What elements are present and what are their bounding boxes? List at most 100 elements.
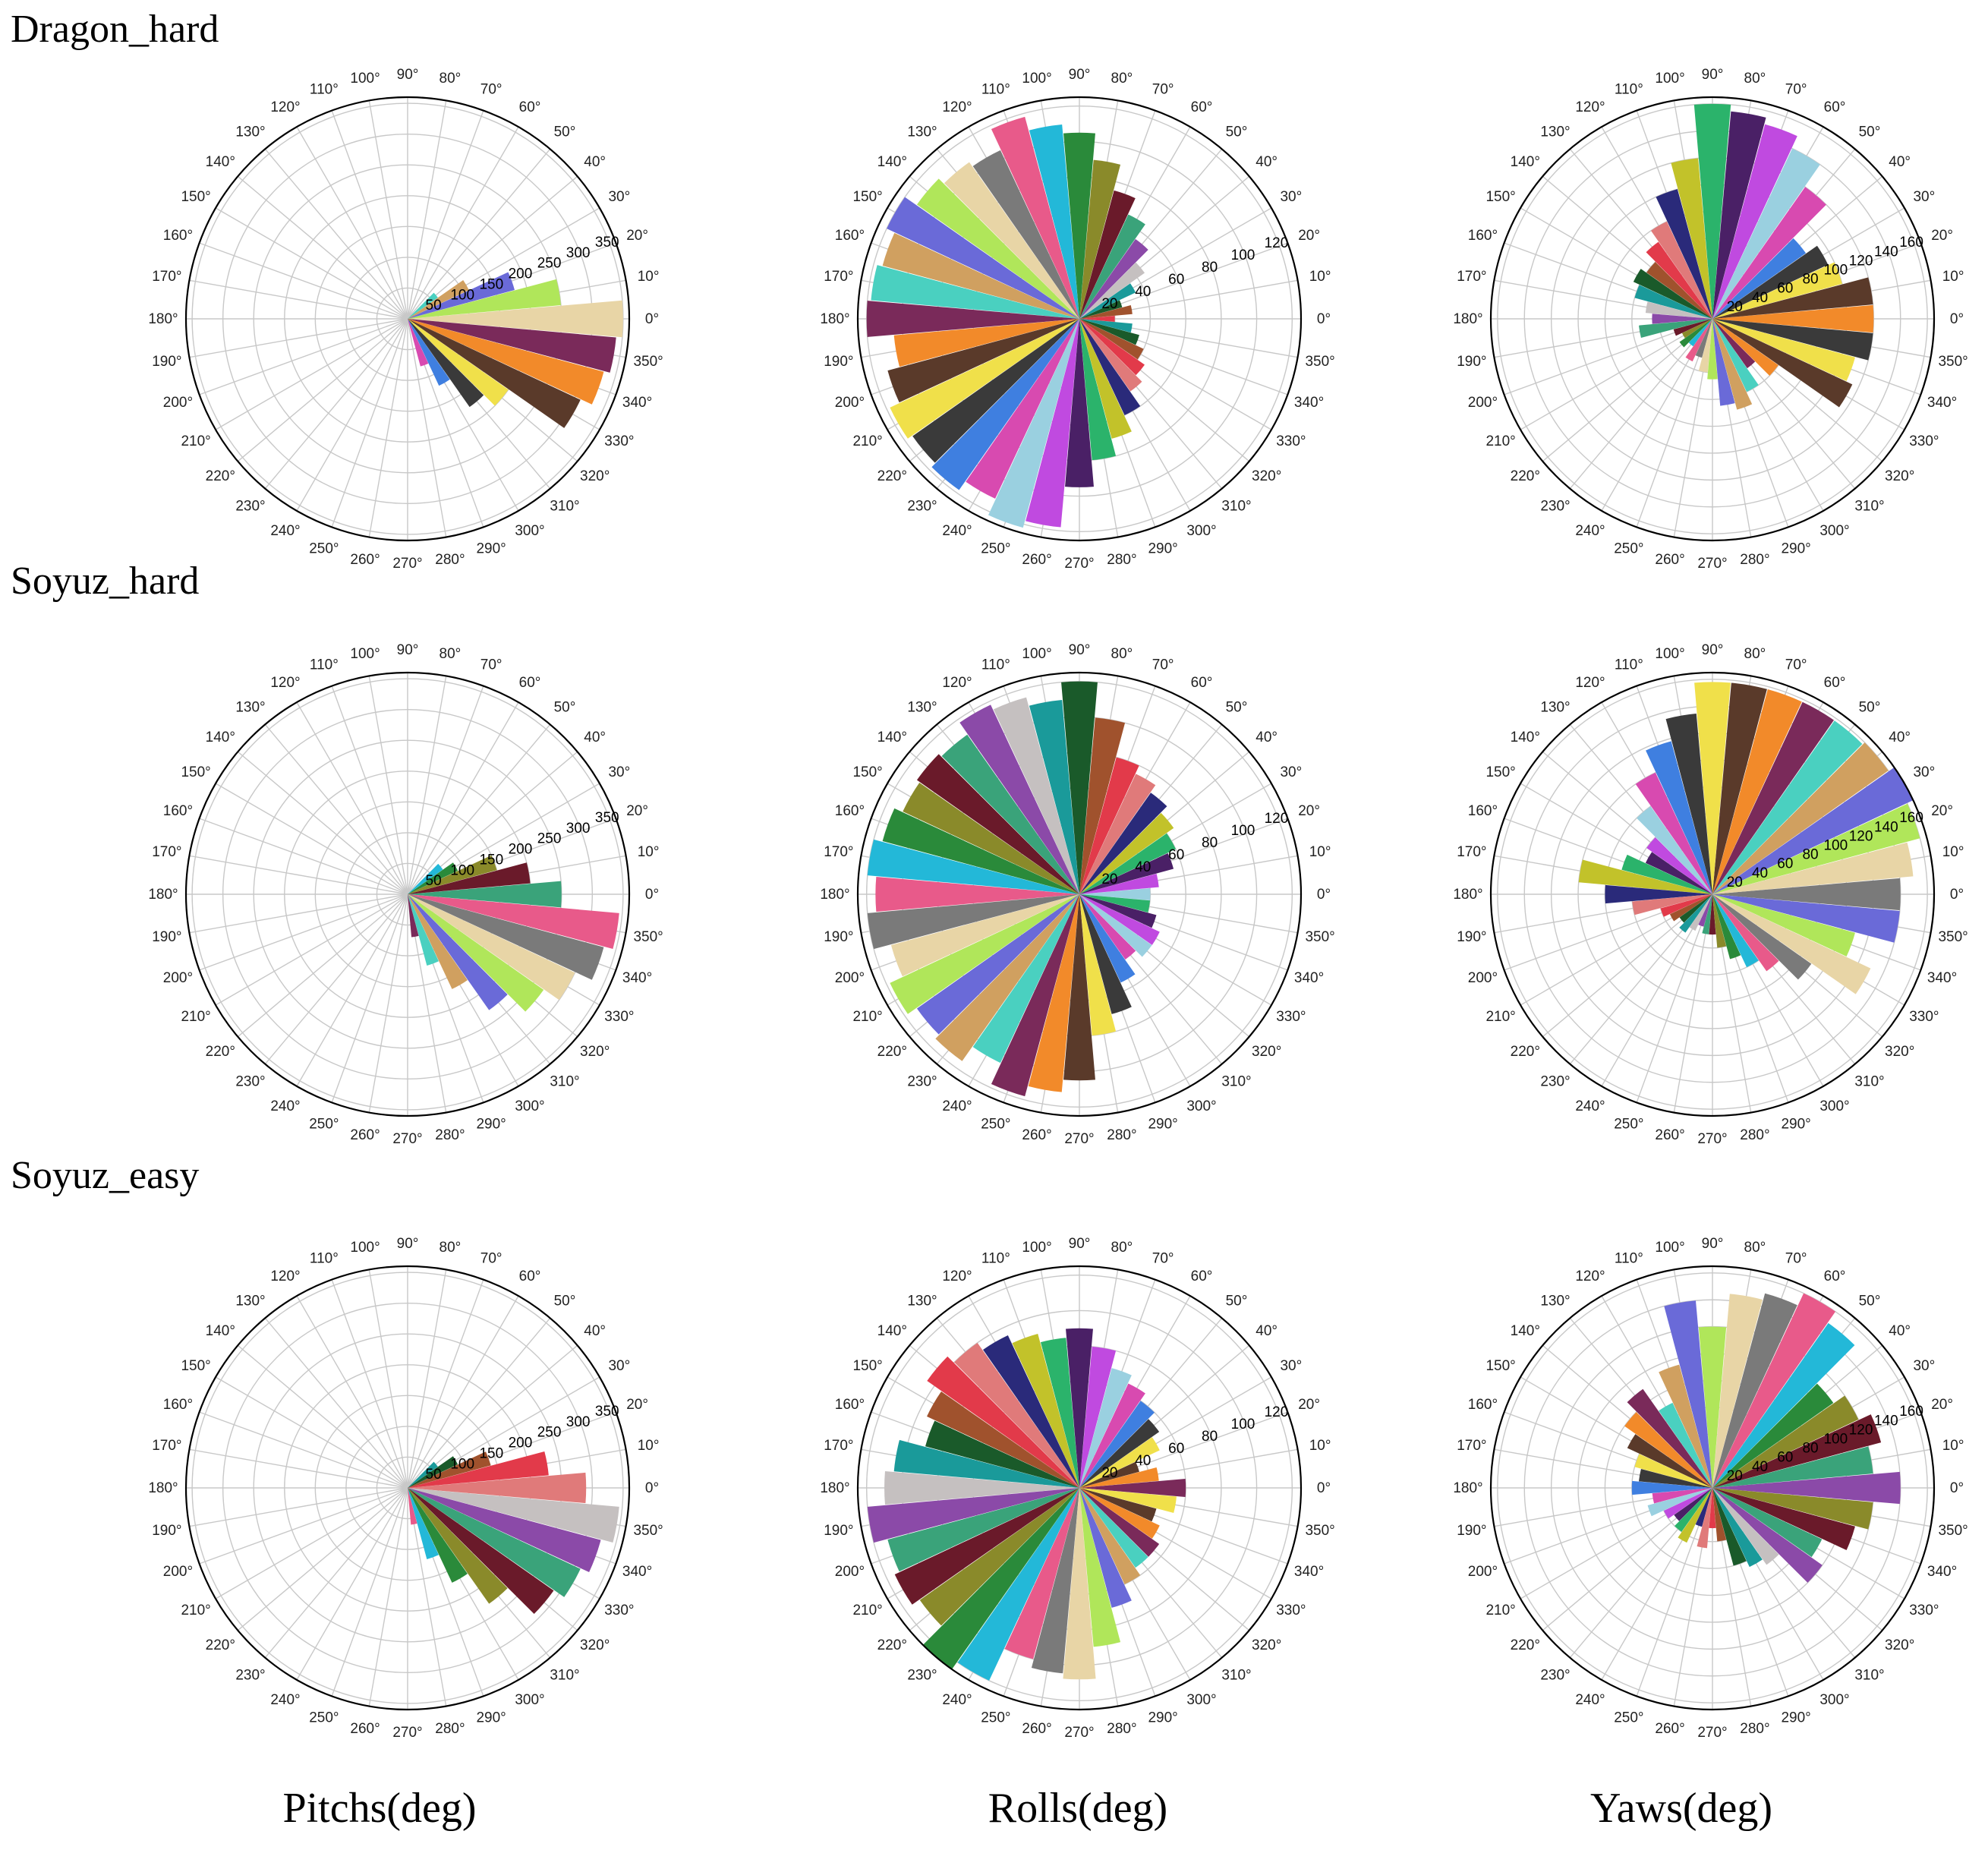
angle-tick-label: 350° (1305, 929, 1334, 945)
bar-20deg (408, 272, 515, 319)
bar-250deg (1004, 1488, 1079, 1659)
angle-tick-label: 120° (1575, 99, 1605, 115)
angle-tick-label: 20° (626, 803, 648, 819)
radial-tick-label: 200 (509, 266, 533, 282)
bar-310deg (408, 1488, 508, 1604)
angle-tick-label: 70° (480, 657, 503, 673)
polar-frame (856, 96, 1303, 542)
angular-gridline (331, 318, 408, 528)
angle-tick-label: 240° (1575, 523, 1605, 539)
bar-60deg (1712, 1293, 1836, 1488)
angle-tick-label: 150° (852, 764, 882, 780)
angle-tick-label: 30° (1280, 764, 1302, 780)
angle-tick-label: 70° (1785, 657, 1807, 673)
bar-0deg (408, 1472, 587, 1504)
angle-tick-label: 280° (435, 552, 465, 568)
bar-80deg (1712, 111, 1766, 320)
angle-tick-label: 300° (515, 1098, 544, 1114)
bar-40deg (1079, 812, 1174, 894)
angular-gridline (407, 685, 484, 895)
angle-tick-label: 270° (1064, 556, 1094, 572)
bar-130deg (1637, 806, 1712, 894)
angle-tick-label: 0° (645, 887, 659, 903)
bar-280deg (1712, 319, 1735, 406)
angle-tick-label: 220° (1511, 1637, 1540, 1653)
angle-tick-label: 200° (1468, 395, 1498, 411)
bar-0deg (408, 300, 623, 338)
angle-tick-label: 240° (942, 1098, 972, 1114)
angle-tick-label: 220° (877, 468, 907, 484)
bar-230deg (935, 894, 1079, 1061)
radial-tick-label: 120 (1265, 235, 1289, 251)
radial-tick-label: 80 (1802, 1441, 1818, 1457)
radial-tick-label: 200 (509, 1436, 533, 1451)
angular-gridline (215, 318, 408, 430)
bar-90deg (1061, 681, 1098, 894)
angle-tick-label: 30° (1280, 189, 1302, 205)
bar-60deg (1712, 148, 1820, 319)
angular-gridline (1520, 318, 1713, 430)
angle-tick-label: 170° (1457, 844, 1486, 860)
angle-tick-label: 270° (1697, 1725, 1727, 1741)
angle-tick-label: 170° (824, 269, 853, 285)
bar-200deg (1660, 894, 1712, 917)
angle-tick-label: 20° (1298, 1397, 1320, 1413)
bar-340deg (1712, 1488, 1855, 1550)
angle-tick-label: 180° (148, 311, 178, 327)
angle-tick-label: 180° (148, 1480, 178, 1496)
angle-tick-label: 210° (181, 1009, 210, 1025)
angle-tick-label: 270° (1697, 1131, 1727, 1147)
angle-tick-label: 200° (835, 395, 865, 411)
angle-tick-label: 310° (1221, 499, 1251, 515)
angular-gridline (331, 685, 408, 895)
soyuz-hard-rolls-deg-polar-chart: 0° 10° 20° 30° 40° 50° 60° 70° 80° 90° 100° 110° 120… (820, 642, 1334, 1147)
bar-330deg (408, 894, 575, 1001)
bar-150deg (1633, 269, 1712, 319)
angle-tick-label: 330° (1909, 1603, 1939, 1618)
angle-tick-label: 230° (907, 499, 937, 515)
angle-tick-label: 0° (1317, 311, 1331, 327)
bar-20deg (1079, 853, 1174, 894)
bar-340deg (1079, 1488, 1157, 1522)
angle-tick-label: 250° (309, 1710, 339, 1726)
angle-tick-label: 180° (820, 887, 849, 903)
bar-140deg (927, 1356, 1079, 1488)
angle-tick-label: 70° (1785, 81, 1807, 97)
angle-tick-label: 330° (1276, 1603, 1306, 1618)
soyuz-hard-pitchs-deg-polar-chart: 0° 10° 20° 30° 40° 50° 60° 70° 80° 90° 100° 110° 120… (148, 642, 663, 1147)
dragon-hard-rolls-deg-polar-chart: 0° 10° 20° 30° 40° 50° 60° 70° 80° 90° 100° 110° 120… (820, 67, 1334, 572)
polar-frame (184, 671, 631, 1117)
radial-tick-label: 100 (450, 287, 474, 303)
angle-tick-label: 150° (852, 189, 882, 205)
radial-tick-label: 120 (1265, 1404, 1289, 1420)
angle-tick-label: 310° (550, 1668, 579, 1684)
angle-tick-label: 40° (584, 1323, 606, 1339)
angle-tick-label: 150° (1485, 1358, 1515, 1374)
angle-tick-label: 190° (1457, 354, 1486, 370)
angular-gridline (1569, 318, 1713, 490)
angular-gridline (331, 110, 408, 320)
angle-tick-label: 290° (1148, 1117, 1177, 1133)
bar-0deg (1712, 1471, 1901, 1505)
bar-270deg (1709, 1488, 1716, 1529)
bar-350deg (1712, 894, 1900, 943)
angular-gridline (407, 318, 447, 537)
angle-tick-label: 320° (1885, 468, 1914, 484)
bar-280deg (1079, 894, 1117, 1036)
angle-tick-label: 90° (1069, 67, 1091, 83)
radial-tick-label: 20 (1101, 1465, 1117, 1481)
bar-200deg (890, 894, 1079, 977)
bar-280deg (1712, 894, 1727, 948)
bar-340deg (408, 894, 604, 980)
radial-tick-label: 300 (566, 821, 591, 837)
angle-tick-label: 30° (1913, 189, 1935, 205)
bar-310deg (1712, 319, 1756, 369)
angle-tick-label: 170° (152, 1438, 181, 1454)
radial-tick-label: 20 (1727, 875, 1743, 890)
angular-gridline (368, 893, 408, 1113)
angle-tick-label: 20° (1298, 803, 1320, 819)
radial-tick-label: 60 (1777, 856, 1793, 872)
angle-tick-label: 70° (480, 81, 503, 97)
row-title-dragon-hard: Dragon_hard (11, 8, 219, 51)
angular-gridline (407, 676, 447, 895)
